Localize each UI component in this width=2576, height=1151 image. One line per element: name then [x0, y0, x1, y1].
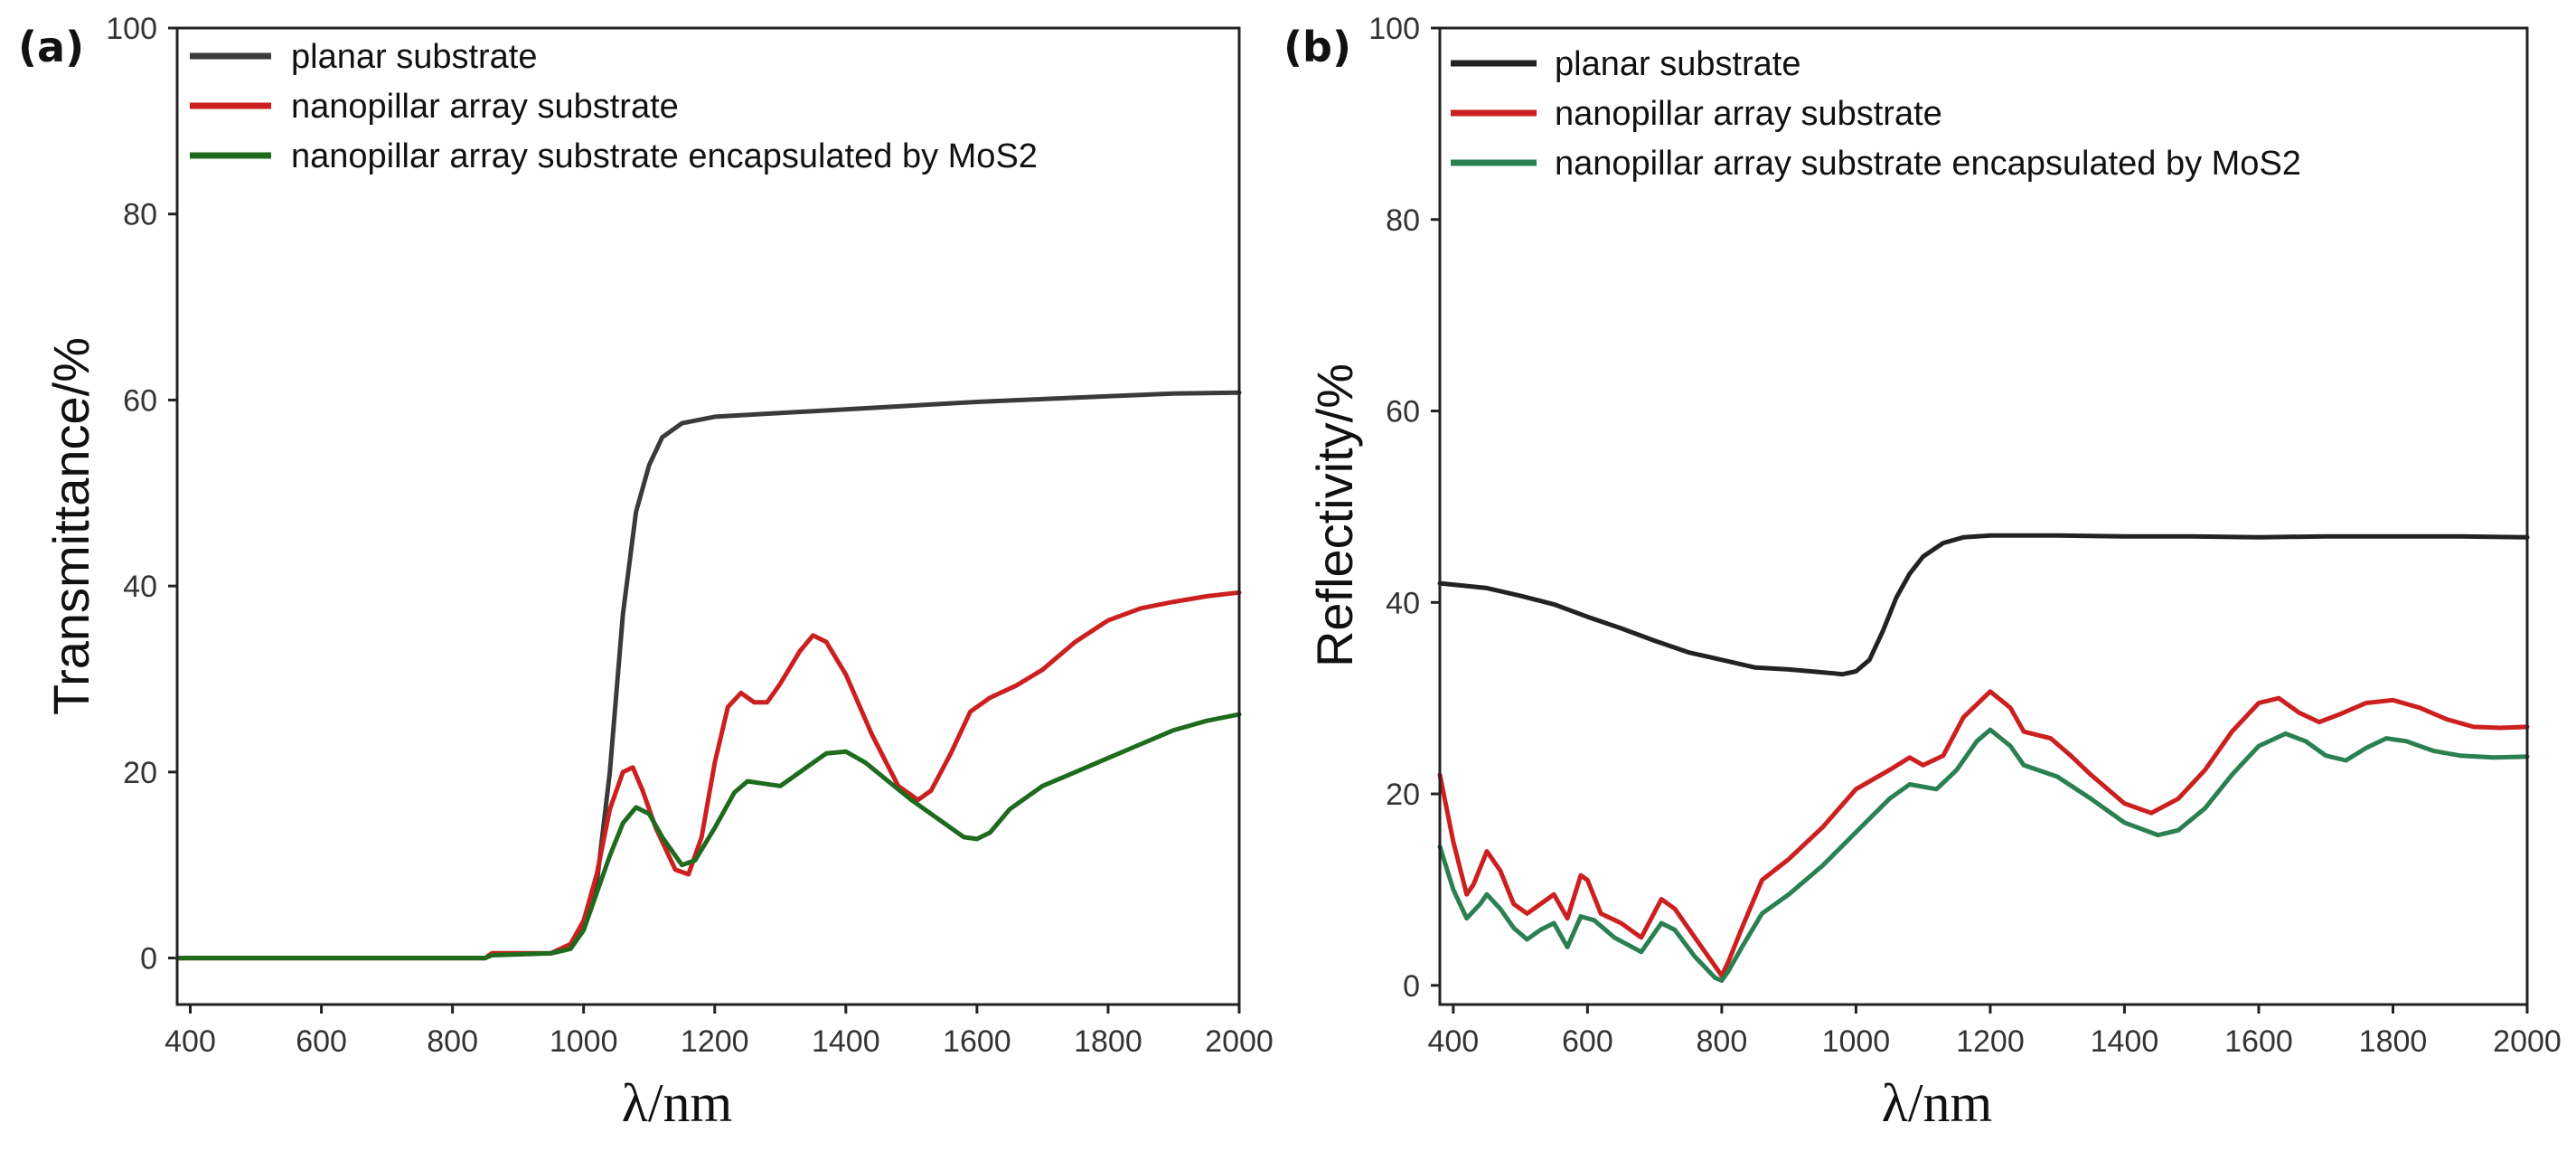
panel-a-x-tick-label: 1600: [943, 1024, 1011, 1059]
panel-b-reflectivity-chart: (b) Reflectivity/% λ/nm 400 600 800 1000 120…: [1283, 12, 2562, 1133]
panel-a-y-tick-label: 60: [123, 383, 157, 418]
panel-b-y-axis-title: Reflectivity/%: [1306, 363, 1363, 667]
panel-a-y-tick-label: 40: [123, 570, 157, 604]
panel-b-legend: planar substrate nanopillar array substra…: [1451, 45, 2301, 183]
panel-b-x-tick-label: 800: [1697, 1024, 1748, 1059]
panel-b-x-tick-label: 1800: [2359, 1024, 2428, 1059]
panel-b-y-tick-label: 40: [1386, 586, 1420, 620]
panel-a-legend: planar substrate nanopillar array substra…: [190, 38, 1038, 175]
panel-b-series-line-1: [1437, 533, 2530, 677]
panel-b-series: [1437, 533, 2530, 983]
panel-b-y-tick-label: 20: [1386, 778, 1420, 812]
panel-a-series: [174, 390, 1242, 961]
panel-a-legend-label-3: nanopillar array substrate encapsulated …: [291, 137, 1038, 175]
panel-a-x-tick-label: 1000: [550, 1024, 618, 1059]
panel-b-series-line-2: [1437, 689, 2530, 978]
panel-b-series-line-3: [1437, 727, 2530, 983]
panel-b-x-tick-label: 1400: [2091, 1024, 2159, 1059]
panel-b-x-tick-label: 600: [1562, 1024, 1613, 1059]
panel-a-legend-label-1: planar substrate: [291, 38, 538, 76]
panel-b-legend-label-2: nanopillar array substrate: [1555, 95, 1942, 133]
panel-a-x-tick-label: 2000: [1205, 1024, 1274, 1059]
panel-a-series-line-1: [174, 390, 1242, 961]
panel-b-label: (b): [1283, 23, 1351, 71]
panel-b-x-tick-label: 400: [1427, 1024, 1479, 1059]
panel-b-legend-label-1: planar substrate: [1555, 45, 1801, 83]
panel-a-x-tick-label: 1400: [812, 1024, 880, 1059]
panel-a-transmittance-chart: (a) Transmittance/% λ/nm 400 600 800 1000 12…: [18, 12, 1274, 1133]
panel-a-y-tick-label: 0: [140, 942, 157, 976]
panel-a-y-axis-title: Transmittance/%: [42, 337, 99, 715]
panel-a-y-tick-label: 20: [123, 756, 157, 790]
panel-b-x-tick-label: 2000: [2493, 1024, 2562, 1059]
panel-a-label: (a): [18, 23, 84, 71]
panel-b-x-tick-label: 1000: [1822, 1024, 1891, 1059]
panel-b-y-tick-label: 60: [1386, 395, 1420, 429]
panel-a-plot-frame: [175, 26, 1241, 1006]
panel-b-plot-frame: [1438, 26, 2529, 1006]
panel-a-y-tick-label: 80: [123, 198, 157, 232]
panel-a-y-tick-label: 100: [106, 12, 157, 46]
panel-a-series-line-3: [174, 712, 1242, 961]
panel-a-legend-label-2: nanopillar array substrate: [291, 88, 679, 126]
panel-b-legend-label-3: nanopillar array substrate encapsulated …: [1555, 145, 2301, 183]
panel-a-x-tick-label: 600: [296, 1024, 347, 1059]
panel-b-y-tick-label: 0: [1403, 969, 1420, 1004]
panel-b-x-tick-label: 1200: [1956, 1024, 2025, 1059]
panel-b-x-axis-title: λ/nm: [1882, 1073, 1992, 1133]
panel-a-ticks: 400 600 800 1000 1200 1400 1600 1800 2000 0 20 40 60…: [106, 12, 1274, 1059]
panel-b-ticks: 400 600 800 1000 1200 1400 1600 1800 2000 0 20 40 60…: [1368, 12, 2562, 1059]
panel-a-x-tick-label: 1800: [1074, 1024, 1142, 1059]
panel-a-x-tick-label: 400: [165, 1024, 216, 1059]
panel-a-x-tick-label: 1200: [681, 1024, 749, 1059]
panel-b-y-tick-label: 80: [1386, 203, 1420, 238]
panel-a-x-tick-label: 800: [427, 1024, 478, 1059]
panel-b-y-tick-label: 100: [1368, 12, 1420, 46]
panel-b-x-tick-label: 1600: [2224, 1024, 2293, 1059]
panel-a-series-line-2: [174, 590, 1242, 961]
panel-a-x-axis-title: λ/nm: [622, 1073, 732, 1133]
